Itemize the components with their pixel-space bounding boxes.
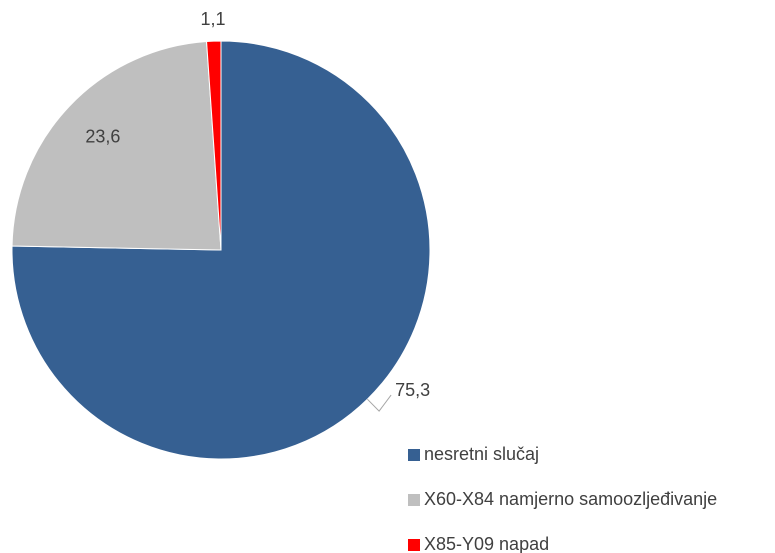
legend-label: nesretni slučaj (424, 444, 539, 464)
leader-line (367, 394, 392, 412)
legend-label: X60-X84 namjerno samoozljeđivanje (424, 489, 717, 509)
legend-swatch (408, 494, 420, 506)
data-label: 1,1 (201, 9, 226, 29)
legend-label: X85-Y09 napad (424, 534, 549, 553)
pie-slice (206, 40, 222, 251)
legend-swatch (408, 449, 420, 461)
pie-slice (11, 40, 431, 460)
data-label: 23,6 (85, 126, 120, 146)
pie-slice (11, 40, 222, 251)
data-label: 75,3 (395, 380, 430, 400)
legend-swatch (408, 539, 420, 551)
